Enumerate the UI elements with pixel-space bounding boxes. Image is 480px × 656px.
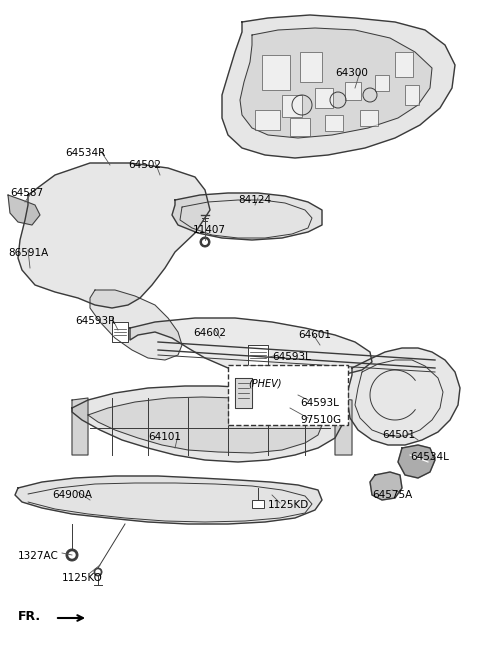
Text: 64593L: 64593L bbox=[272, 352, 311, 362]
Text: 1125KO: 1125KO bbox=[62, 573, 103, 583]
Text: 84124: 84124 bbox=[238, 195, 271, 205]
Text: 86591A: 86591A bbox=[8, 248, 48, 258]
Polygon shape bbox=[112, 322, 128, 342]
Polygon shape bbox=[72, 386, 342, 462]
Polygon shape bbox=[15, 476, 322, 524]
Text: 11407: 11407 bbox=[193, 225, 226, 235]
Polygon shape bbox=[172, 193, 322, 240]
Polygon shape bbox=[335, 398, 352, 455]
Text: 64601: 64601 bbox=[298, 330, 331, 340]
Bar bbox=[300, 52, 322, 82]
Circle shape bbox=[96, 570, 100, 574]
Text: 64502: 64502 bbox=[128, 160, 161, 170]
Text: (PHEV): (PHEV) bbox=[248, 378, 281, 388]
Bar bbox=[375, 75, 389, 91]
Text: 1125KD: 1125KD bbox=[268, 500, 309, 510]
Text: 64575A: 64575A bbox=[372, 490, 412, 500]
Polygon shape bbox=[222, 15, 455, 158]
Text: 64593R: 64593R bbox=[75, 316, 115, 326]
Text: 64534L: 64534L bbox=[410, 452, 449, 462]
Circle shape bbox=[66, 549, 78, 561]
Bar bbox=[252, 500, 264, 508]
Text: 64501: 64501 bbox=[382, 430, 415, 440]
Bar bbox=[395, 52, 413, 77]
Text: 97510G: 97510G bbox=[300, 415, 341, 425]
Polygon shape bbox=[88, 397, 322, 453]
Polygon shape bbox=[18, 163, 210, 308]
Circle shape bbox=[200, 237, 210, 247]
Bar bbox=[345, 82, 361, 100]
Polygon shape bbox=[248, 345, 268, 365]
Polygon shape bbox=[130, 318, 372, 378]
Text: 64300: 64300 bbox=[335, 68, 368, 78]
Bar bbox=[405, 85, 419, 105]
Bar bbox=[290, 118, 310, 136]
Text: 64101: 64101 bbox=[148, 432, 181, 442]
Text: 64602: 64602 bbox=[193, 328, 226, 338]
Text: 64900A: 64900A bbox=[52, 490, 92, 500]
Polygon shape bbox=[348, 348, 460, 445]
Circle shape bbox=[202, 239, 208, 245]
Polygon shape bbox=[235, 378, 252, 408]
Circle shape bbox=[69, 552, 75, 558]
Polygon shape bbox=[8, 195, 40, 225]
Text: FR.: FR. bbox=[18, 610, 41, 623]
Polygon shape bbox=[398, 445, 435, 478]
Bar bbox=[282, 95, 302, 117]
Bar bbox=[315, 88, 333, 108]
FancyBboxPatch shape bbox=[228, 365, 348, 425]
Polygon shape bbox=[240, 28, 432, 138]
Text: 64534R: 64534R bbox=[65, 148, 105, 158]
Polygon shape bbox=[72, 398, 88, 455]
Text: 64587: 64587 bbox=[10, 188, 43, 198]
Bar bbox=[360, 110, 378, 126]
Circle shape bbox=[94, 568, 102, 576]
Polygon shape bbox=[90, 290, 182, 360]
Text: 1327AC: 1327AC bbox=[18, 551, 59, 561]
Text: 64593L: 64593L bbox=[300, 398, 339, 408]
Bar bbox=[255, 110, 280, 130]
Polygon shape bbox=[370, 472, 402, 500]
Bar bbox=[262, 55, 290, 90]
Bar bbox=[325, 115, 343, 131]
